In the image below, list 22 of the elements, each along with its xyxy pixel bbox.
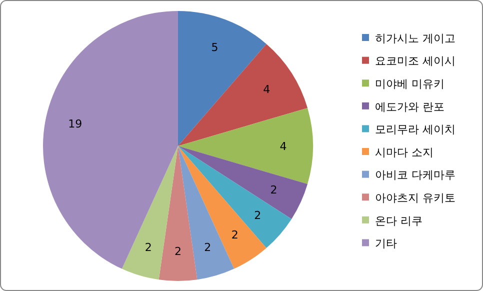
- data-label: 2: [204, 240, 212, 254]
- data-label: 4: [280, 140, 287, 153]
- legend-label: 미야베 미유키: [375, 77, 444, 90]
- legend-label: 아야츠지 유키토: [375, 191, 456, 204]
- legend-label: 히가시노 게이고: [375, 32, 456, 45]
- data-label: 2: [174, 245, 182, 258]
- data-label: 5: [211, 41, 218, 54]
- legend-label: 요코미조 세이시: [375, 54, 456, 68]
- legend-label: 모리무라 세이치: [375, 123, 456, 136]
- legend-label: 온다 리쿠: [375, 214, 422, 228]
- data-label: 2: [254, 208, 262, 222]
- data-label: 19: [68, 117, 82, 130]
- legend-label: 아비코 다케마루: [375, 168, 456, 182]
- data-label: 2: [270, 184, 278, 197]
- legend-label: 기타: [375, 237, 397, 250]
- data-label: 2: [144, 240, 152, 254]
- pie-slice: [158, 146, 198, 281]
- legend-label: 시마다 소지: [375, 146, 434, 159]
- pie-slice: [178, 108, 313, 184]
- data-label: 4: [263, 82, 270, 96]
- data-label: 2: [231, 228, 238, 242]
- legend-label: 에도가와 란포: [375, 100, 444, 114]
